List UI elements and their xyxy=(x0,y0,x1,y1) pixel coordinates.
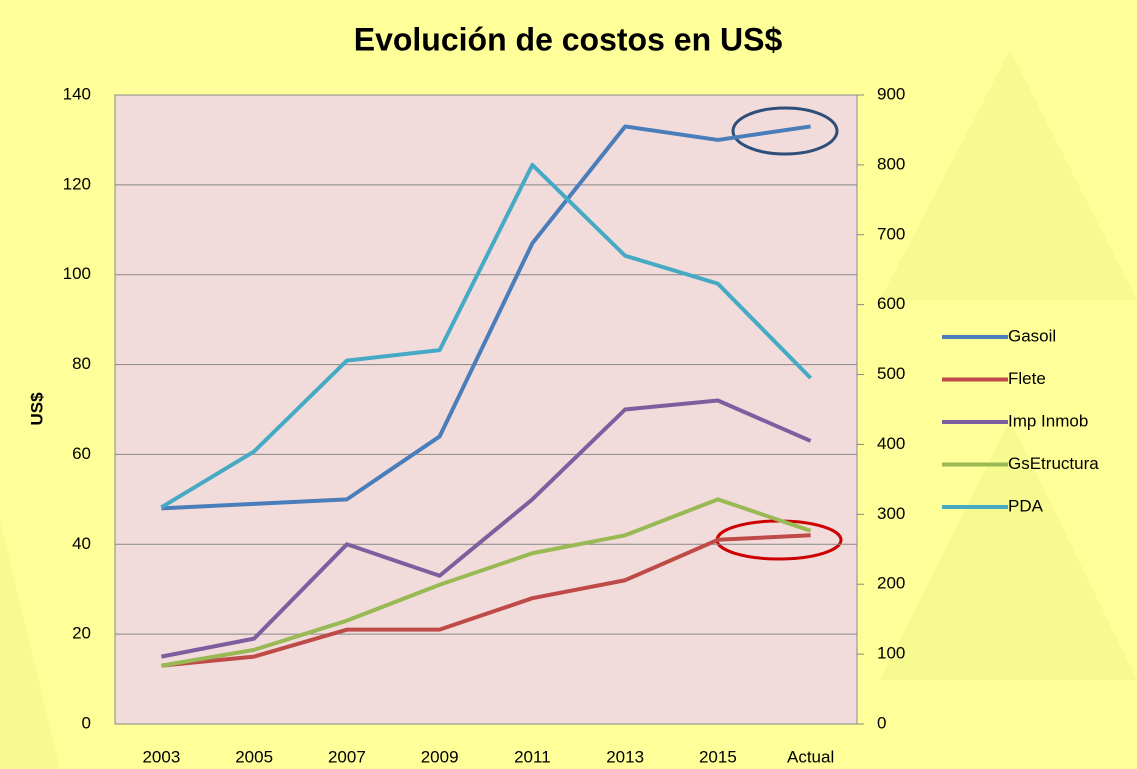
y-tick-label: 100 xyxy=(63,264,91,283)
y2-tick-label: 600 xyxy=(877,294,905,313)
series-line xyxy=(161,533,811,668)
highlight-ellipse xyxy=(731,106,839,156)
x-tick-label: 2009 xyxy=(421,747,459,766)
y-tick-label: 140 xyxy=(63,84,91,103)
y-tick-label: 0 xyxy=(82,713,91,732)
series-line xyxy=(161,124,811,511)
plot-area xyxy=(114,94,858,725)
legend-label: PDA xyxy=(1008,496,1044,515)
legend-label: Flete xyxy=(1008,369,1046,388)
y-tick-label: 120 xyxy=(63,174,91,193)
x-tick-label: 2007 xyxy=(328,747,366,766)
y-tick-label: 40 xyxy=(72,534,91,553)
y-tick-label: 60 xyxy=(72,444,91,463)
y2-tick-label: 800 xyxy=(877,154,905,173)
y2-tick-label: 700 xyxy=(877,224,905,243)
y-tick-label: 80 xyxy=(72,354,91,373)
y2-tick-label: 200 xyxy=(877,574,905,593)
y2-tick-label: 400 xyxy=(877,434,905,453)
legend-label: Gasoil xyxy=(1008,326,1056,345)
x-tick-label: 2015 xyxy=(699,747,737,766)
x-tick-label: Actual xyxy=(787,747,834,766)
legend-label: Imp Inmob xyxy=(1008,411,1088,430)
y2-tick-label: 900 xyxy=(877,84,905,103)
series-line xyxy=(160,398,812,659)
legend-label: GsEtructura xyxy=(1008,454,1099,473)
y2-tick-label: 0 xyxy=(877,713,886,732)
x-tick-label: 2003 xyxy=(142,747,180,766)
x-tick-label: 2013 xyxy=(606,747,644,766)
y2-tick-label: 500 xyxy=(877,364,905,383)
background-decoration xyxy=(0,50,1137,769)
y-axis-label: US$ xyxy=(27,392,46,426)
series-line xyxy=(161,497,812,668)
y2-tick-label: 100 xyxy=(877,644,905,663)
y2-tick-label: 300 xyxy=(877,504,905,523)
chart-title: Evolución de costos en US$ xyxy=(354,21,783,57)
series-line xyxy=(160,162,813,510)
x-tick-label: 2005 xyxy=(235,747,273,766)
x-tick-label: 2011 xyxy=(514,747,551,766)
y-tick-label: 20 xyxy=(72,624,91,643)
